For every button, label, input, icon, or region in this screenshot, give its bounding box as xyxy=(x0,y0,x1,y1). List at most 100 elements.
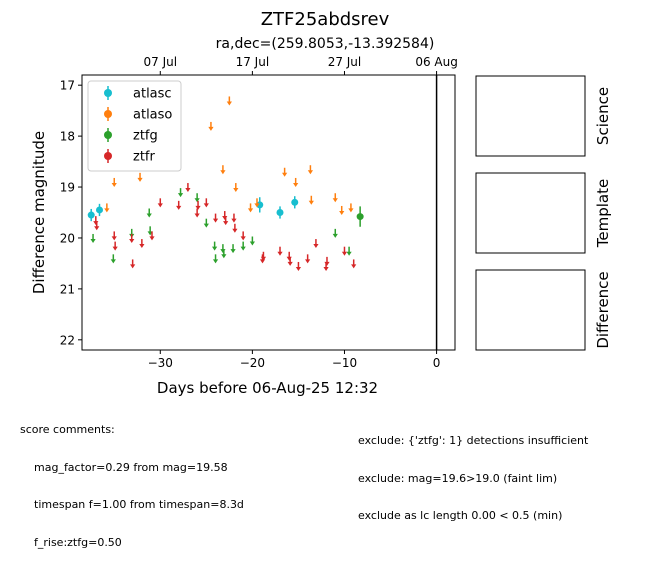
atlaso-upper-limit xyxy=(137,172,143,182)
ztfg-point xyxy=(356,213,364,221)
ztfr-limit-arrow xyxy=(286,256,292,261)
ztfg-limit-arrow xyxy=(346,251,352,256)
ztfg-limit-arrow xyxy=(249,241,255,246)
ztfg-limit-arrow xyxy=(110,259,116,264)
y-tick-label: 17 xyxy=(60,79,75,93)
atlasc-point xyxy=(256,201,264,209)
score-comment-line: mag_factor=0.29 from mag=19.58 xyxy=(34,460,228,474)
data-marks xyxy=(87,75,438,350)
ztfr-upper-limit xyxy=(232,223,238,233)
atlasc-point xyxy=(276,209,284,216)
ztfr-upper-limit xyxy=(129,233,135,243)
atlasc-detection xyxy=(276,206,284,219)
atlaso-limit-arrow xyxy=(339,210,345,215)
ztfg-limit-arrow xyxy=(212,259,219,264)
ztfr-upper-limit xyxy=(149,231,155,241)
ztfg-limit-arrow xyxy=(203,223,209,228)
y-tick-label: 20 xyxy=(60,231,75,245)
atlaso-upper-limit xyxy=(254,198,260,208)
ztfr-limit-arrow xyxy=(94,226,100,231)
atlaso-upper-limit xyxy=(282,167,288,177)
ztfr-limit-arrow xyxy=(341,251,348,256)
ztfg-limit-arrow xyxy=(177,193,184,198)
ztfg-limit-arrow xyxy=(194,198,200,203)
atlaso-limit-arrow xyxy=(137,177,143,182)
lightcurve-figure: ZTF25abdsrev ra,dec=(259.8053,-13.392584… xyxy=(30,9,612,397)
ztfr-upper-limit xyxy=(111,231,117,241)
atlasc-detection xyxy=(256,197,264,213)
plot-area: −30 −20 −10 0 07 Jul 17 Jul 27 Jul 06 Aug 17 18 19… xyxy=(30,55,458,397)
score-comments-heading: score comments: xyxy=(20,423,115,436)
ztfr-upper-limit xyxy=(341,246,348,256)
ztfg-upper-limit xyxy=(249,236,255,246)
ztfr-limit-arrow xyxy=(112,246,118,251)
template-panel xyxy=(475,172,586,254)
ztfr-upper-limit xyxy=(240,231,246,241)
legend-marker xyxy=(104,152,112,160)
y-tick-label: 18 xyxy=(60,130,75,144)
ztfg-limit-arrow xyxy=(221,254,227,259)
atlaso-limit-arrow xyxy=(282,172,288,177)
atlaso-upper-limit xyxy=(293,177,299,187)
atlaso-limit-arrow xyxy=(307,170,314,175)
ztfr-upper-limit xyxy=(195,200,201,210)
ztfr-limit-arrow xyxy=(260,256,267,261)
ztfg-upper-limit xyxy=(194,193,200,203)
ztfr-upper-limit xyxy=(212,213,219,223)
ztfr-upper-limit xyxy=(203,198,209,208)
ztfg-upper-limit xyxy=(90,233,96,243)
ztfr-limit-arrow xyxy=(185,188,191,193)
ztfr-upper-limit xyxy=(324,256,330,266)
ztfr-limit-arrow xyxy=(305,259,311,264)
atlasc-detection xyxy=(87,208,95,222)
atlaso-upper-limit xyxy=(348,203,354,213)
atlaso-limit-arrow xyxy=(308,200,314,205)
ztfr-upper-limit xyxy=(287,256,293,266)
ztfg-limit-arrow xyxy=(240,246,246,251)
science-label: Science xyxy=(594,87,612,145)
atlasc-detection xyxy=(95,203,103,217)
ztfr-limit-arrow xyxy=(295,266,302,271)
ztfr-limit-arrow xyxy=(323,266,329,271)
atlaso-limit-arrow xyxy=(348,208,354,213)
ztfg-upper-limit xyxy=(221,249,227,259)
score-comment-line: f_rise:ztfg=0.50 xyxy=(34,535,122,549)
atlaso-upper-limit xyxy=(226,96,232,106)
difference-panel xyxy=(475,269,586,351)
atlasc-detection xyxy=(291,196,299,209)
atlasc-point xyxy=(95,206,103,214)
ztfr-upper-limit xyxy=(313,239,319,249)
ztfg-upper-limit xyxy=(177,188,184,198)
top-tick-label: 07 Jul xyxy=(144,55,178,69)
ztfg-upper-limit xyxy=(212,241,218,251)
ztfr-limit-arrow xyxy=(195,205,201,210)
y-axis-label: Difference magnitude xyxy=(30,131,48,294)
ztfg-limit-arrow xyxy=(230,249,236,254)
atlaso-limit-arrow xyxy=(226,101,232,106)
ztfr-upper-limit xyxy=(139,239,145,249)
ztfr-limit-arrow xyxy=(203,203,209,208)
ztfr-limit-arrow xyxy=(231,218,237,223)
ztfr-upper-limit xyxy=(295,261,302,271)
legend-label: atlaso xyxy=(133,108,172,123)
atlaso-limit-arrow xyxy=(208,126,214,131)
ztfr-upper-limit xyxy=(222,211,228,221)
ztfr-limit-arrow xyxy=(351,264,357,269)
exclude-comment-line: exclude: {'ztfg': 1} detections insuffic… xyxy=(358,434,589,447)
ztfr-upper-limit xyxy=(112,241,118,251)
ztfr-limit-arrow xyxy=(259,259,266,264)
ztfr-upper-limit xyxy=(231,213,237,223)
atlaso-upper-limit xyxy=(339,205,345,215)
atlaso-limit-arrow xyxy=(332,198,338,203)
ztfr-limit-arrow xyxy=(222,216,228,221)
ztfg-upper-limit xyxy=(146,208,152,218)
legend-marker xyxy=(104,110,112,118)
ztfr-upper-limit xyxy=(351,259,357,269)
legend-box xyxy=(87,80,182,172)
atlaso-upper-limit xyxy=(308,195,314,205)
ztfg-limit-arrow xyxy=(146,213,152,218)
ztfg-limit-arrow xyxy=(90,238,96,243)
atlaso-limit-arrow xyxy=(233,188,239,193)
legend-marker xyxy=(104,131,112,139)
atlaso-upper-limit xyxy=(247,203,254,213)
